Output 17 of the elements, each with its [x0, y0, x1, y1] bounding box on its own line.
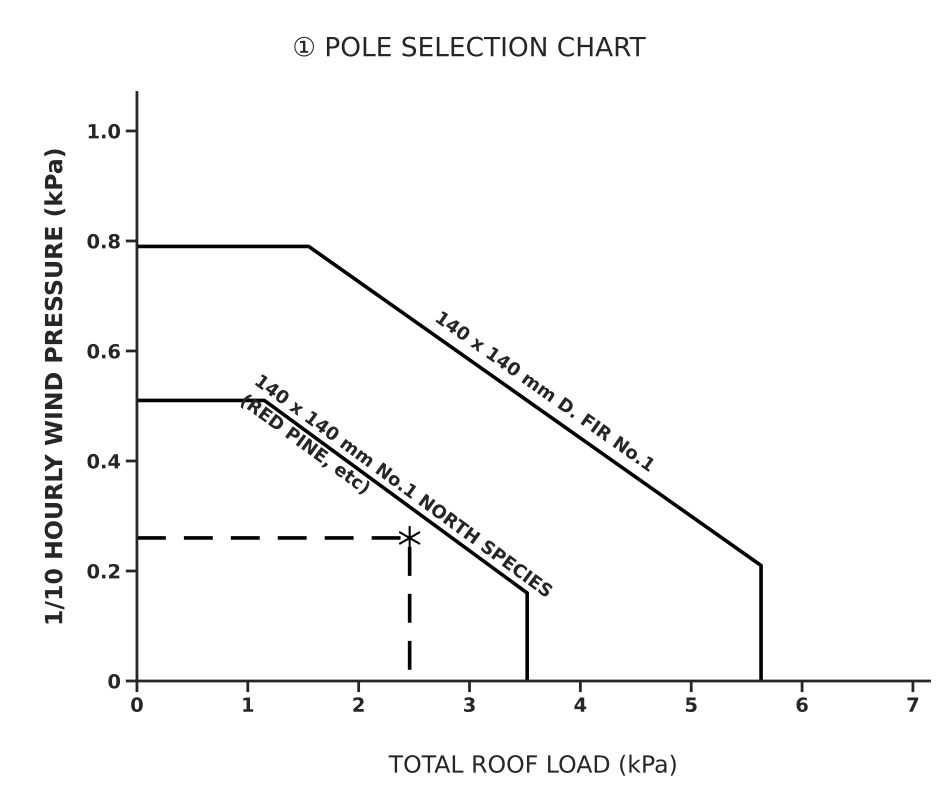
x-tick-label: 7 — [907, 698, 918, 712]
x-tick-label: 3 — [464, 697, 475, 712]
y-tick-label: 0 — [108, 674, 120, 689]
y-axis-title: 1/10 HOURLY WIND PRESSURE (kPa) — [44, 149, 66, 624]
y-tick-label: 1.0 — [88, 124, 120, 139]
chart-title: ① POLE SELECTION CHART — [294, 36, 646, 57]
y-tick-label: 0.6 — [87, 344, 120, 359]
y-tick-label: 0.4 — [87, 454, 120, 469]
x-tick-label: 4 — [574, 698, 586, 712]
x-tick-label: 0 — [131, 697, 143, 712]
x-tick-label: 6 — [796, 697, 808, 712]
x-tick-label: 5 — [686, 698, 697, 712]
x-tick-label: 1 — [243, 698, 254, 712]
x-tick-label: 2 — [353, 697, 364, 712]
x-axis-title: TOTAL ROOF LOAD (kPa) — [388, 754, 676, 776]
y-tick-label: 0.8 — [87, 234, 120, 249]
y-tick-label: 0.2 — [87, 564, 120, 579]
